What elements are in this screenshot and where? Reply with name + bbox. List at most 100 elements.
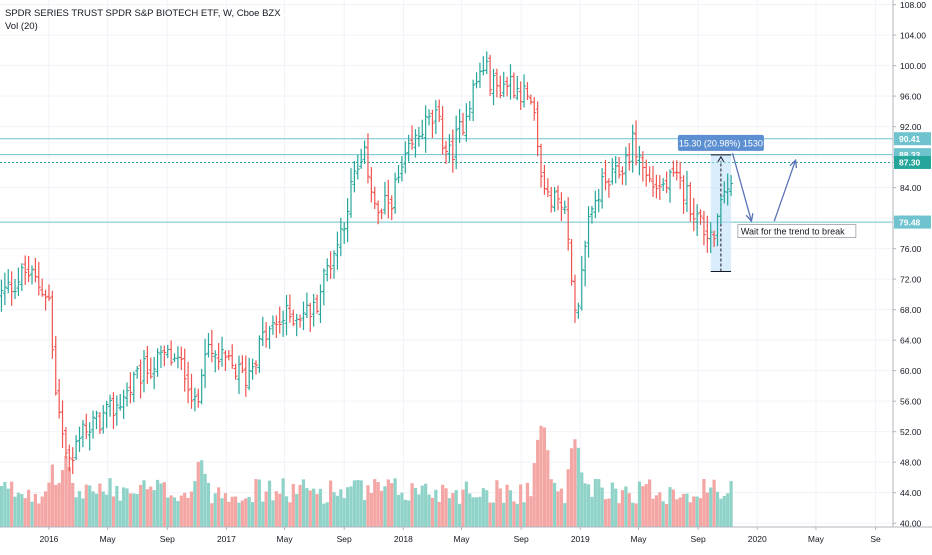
volume-bar	[471, 497, 475, 527]
ohlc-bar	[50, 290, 55, 359]
ohlc-bar	[416, 126, 421, 147]
volume-bar	[573, 439, 577, 527]
ohlc-bar	[114, 395, 119, 426]
volume-bar	[709, 487, 713, 527]
volume-bar	[410, 483, 414, 527]
volume-bar	[502, 502, 506, 527]
ohlc-bar	[386, 179, 391, 219]
volume-bar	[81, 498, 85, 527]
volume-bar	[339, 489, 343, 527]
volume-bar	[481, 488, 485, 527]
volume-bar	[0, 485, 4, 527]
volume-bar	[610, 482, 614, 527]
volume-bar	[322, 503, 326, 527]
volume-bar	[553, 482, 557, 527]
volume-bar	[685, 493, 689, 527]
ohlc-bar	[284, 295, 289, 336]
volume-bar	[301, 479, 306, 527]
volume-bar	[614, 488, 618, 527]
volume-bar	[413, 487, 418, 527]
ohlc-bar	[654, 174, 659, 199]
ohlc-bar	[661, 178, 666, 191]
ohlc-bar	[511, 72, 516, 99]
volume-bar	[288, 502, 292, 527]
ohlc-bar	[352, 160, 357, 193]
ohlc-bar	[365, 133, 370, 184]
y-tick-label: 68.00	[900, 305, 922, 315]
x-tick-label: May	[453, 534, 470, 544]
volume-bar	[105, 494, 109, 527]
volume-bar	[33, 493, 37, 527]
volume-bar	[644, 483, 648, 527]
volume-bar	[508, 490, 513, 527]
y-tick-label: 96.00	[900, 91, 922, 101]
ohlc-bar	[464, 103, 469, 142]
ohlc-bar	[203, 338, 208, 389]
volume-bar	[485, 490, 489, 527]
volume-bar	[3, 482, 7, 527]
volume-bar	[549, 479, 553, 527]
ohlc-bar	[372, 186, 377, 209]
volume-bar	[580, 472, 584, 527]
volume-bar	[142, 480, 146, 527]
volume-bar	[478, 496, 482, 527]
arrow-head	[745, 213, 754, 223]
ohlc-bar	[393, 172, 398, 214]
volume-bar	[376, 482, 380, 527]
ohlc-bar	[158, 345, 163, 369]
ohlc-bar	[362, 140, 367, 164]
annotation-group[interactable]: Wait for the trend to break	[737, 224, 857, 238]
volume-bar	[346, 487, 350, 527]
ohlc-bar	[437, 99, 442, 122]
volume-bar	[719, 498, 723, 527]
ohlc-bar	[508, 64, 513, 100]
measure-label: 15.30 (20.98%) 1530	[679, 138, 763, 148]
ohlc-bar	[725, 173, 730, 206]
volume-bar	[6, 488, 10, 527]
ohlc-bar	[379, 208, 384, 220]
volume-bar	[295, 494, 299, 527]
ohlc-bar	[70, 447, 75, 475]
ohlc-bar	[311, 293, 316, 327]
volume-bar	[189, 491, 194, 527]
volume-bar	[159, 483, 163, 527]
projection-arrow[interactable]	[731, 153, 798, 223]
ohlc-bar	[556, 185, 561, 211]
volume-bar	[359, 480, 363, 527]
ohlc-bar	[206, 333, 211, 358]
ohlc-bar	[148, 357, 153, 379]
ohlc-bar	[718, 196, 723, 224]
volume-bar	[722, 496, 726, 527]
volume-bar	[50, 464, 54, 527]
ohlc-bar	[576, 302, 581, 319]
volume-bar	[525, 482, 530, 527]
volume-bar	[424, 483, 428, 527]
ohlc-bar	[545, 178, 550, 197]
ohlc-bar	[267, 326, 272, 349]
ohlc-bar	[722, 181, 727, 204]
volume-bar	[624, 486, 628, 527]
volume-bar	[291, 484, 295, 527]
ohlc-bar	[16, 267, 21, 297]
volume-bar	[213, 493, 217, 527]
volume-bar	[162, 482, 166, 527]
ohlc-bar	[97, 412, 102, 434]
ohlc-bar	[712, 230, 717, 247]
ohlc-bar	[325, 258, 330, 282]
ohlc-bar	[165, 344, 170, 359]
ohlc-bar	[566, 197, 571, 251]
ohlc-bar	[57, 379, 62, 419]
volume-bar	[400, 492, 404, 527]
ohlc-bar	[243, 355, 248, 397]
volume-bar	[54, 484, 58, 527]
volume-bar	[122, 487, 126, 527]
ohlc-bar	[389, 195, 394, 221]
ohlc-bar	[630, 124, 635, 173]
x-tick-label: May	[277, 534, 294, 544]
ohlc-bar	[209, 329, 214, 363]
volume-bar	[688, 502, 692, 527]
ohlc-bar	[542, 164, 547, 195]
ohlc-bar	[376, 200, 381, 225]
